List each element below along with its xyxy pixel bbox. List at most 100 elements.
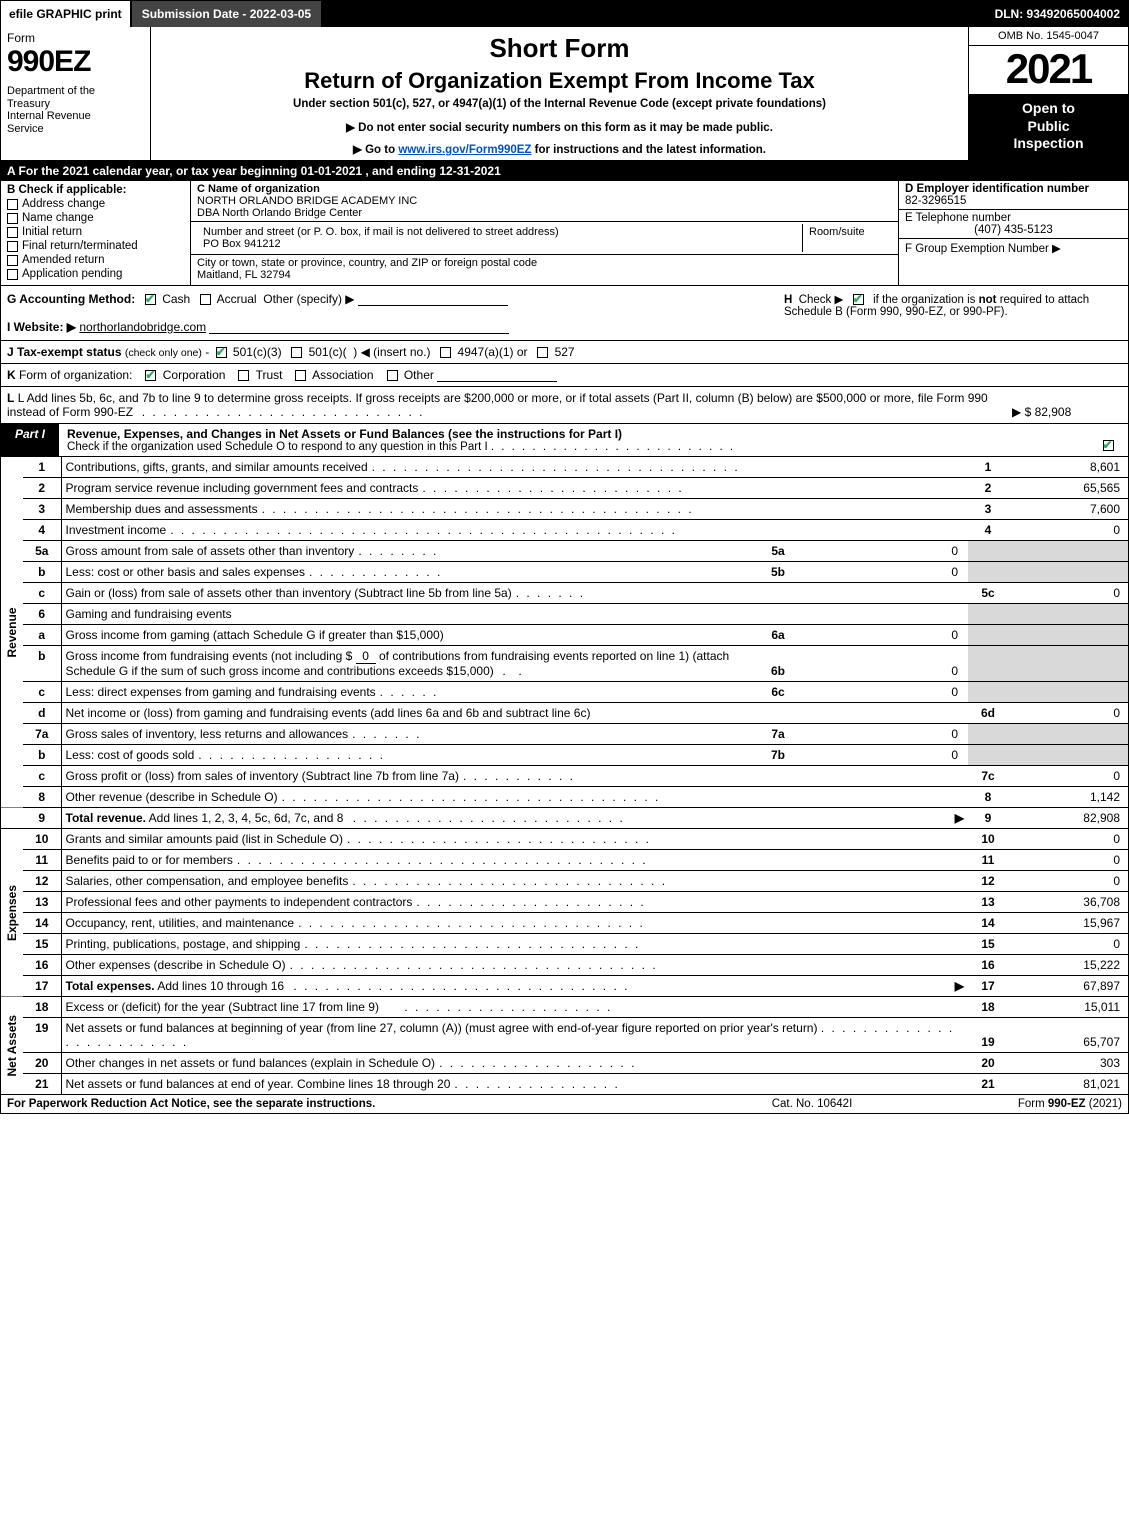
- checkbox-4947-icon[interactable]: [440, 347, 451, 358]
- line-17: 17 Total expenses. Add lines 10 through …: [1, 976, 1128, 997]
- sub-amount: 0: [798, 646, 968, 682]
- row-j: J Tax-exempt status (check only one) - 5…: [1, 341, 1128, 364]
- checkbox-cash-icon[interactable]: [145, 294, 156, 305]
- sub-ref: 6a: [758, 625, 798, 646]
- line-amount: 0: [1008, 850, 1128, 871]
- section-f: F Group Exemption Number ▶: [899, 239, 1128, 257]
- line-desc: Gaming and fundraising events: [61, 604, 968, 625]
- grey-cell: [1008, 745, 1128, 766]
- line-21: 21 Net assets or fund balances at end of…: [1, 1074, 1128, 1095]
- footer-right: Form 990-EZ (2021): [922, 1098, 1122, 1110]
- line-6: 6 Gaming and fundraising events: [1, 604, 1128, 625]
- grey-cell: [968, 646, 1008, 682]
- line-num: 10: [23, 829, 61, 850]
- checkbox-other-icon[interactable]: [387, 370, 398, 381]
- line-desc: Gross profit or (loss) from sales of inv…: [61, 766, 968, 787]
- checkbox-527-icon[interactable]: [537, 347, 548, 358]
- line-desc: Total expenses. Add lines 10 through 16 …: [61, 976, 968, 997]
- row-k: K Form of organization: Corporation Trus…: [1, 364, 1128, 387]
- line-desc: Program service revenue including govern…: [61, 478, 968, 499]
- checkbox-corp-icon[interactable]: [145, 370, 156, 381]
- line-ref: 14: [968, 913, 1008, 934]
- checkbox-schedule-o-icon[interactable]: [1103, 440, 1114, 451]
- desc-text: Professional fees and other payments to …: [66, 895, 417, 909]
- checkbox-icon[interactable]: [7, 255, 18, 266]
- desc-text: Net assets or fund balances at end of ye…: [66, 1077, 455, 1091]
- ssn-warning: ▶ Do not enter social security numbers o…: [159, 120, 960, 134]
- line-num: 4: [23, 520, 61, 541]
- f-label: F Group Exemption Number ▶: [905, 243, 1061, 255]
- checkbox-h-icon[interactable]: [853, 294, 864, 305]
- line-5b: b Less: cost or other basis and sales ex…: [1, 562, 1128, 583]
- checkbox-accrual-icon[interactable]: [200, 294, 211, 305]
- line-desc: Investment income. . . . . . . . . . . .…: [61, 520, 968, 541]
- line-desc: Occupancy, rent, utilities, and maintena…: [61, 913, 968, 934]
- chk-label: Name change: [22, 212, 94, 224]
- line-desc: Printing, publications, postage, and shi…: [61, 934, 968, 955]
- checkbox-icon[interactable]: [7, 213, 18, 224]
- chk-final-return: Final return/terminated: [7, 240, 184, 252]
- desc-text: Gross profit or (loss) from sales of inv…: [66, 769, 463, 783]
- desc-text: Less: cost of goods sold: [66, 748, 199, 762]
- checkbox-icon[interactable]: [7, 241, 18, 252]
- desc-text: Gross amount from sale of assets other t…: [66, 544, 359, 558]
- checkbox-icon[interactable]: [7, 199, 18, 210]
- line-amount: 8,601: [1008, 457, 1128, 478]
- line-num: 21: [23, 1074, 61, 1095]
- line-16: 16 Other expenses (describe in Schedule …: [1, 955, 1128, 976]
- website-link[interactable]: northorlandobridge.com: [79, 320, 206, 334]
- k-other-blank: [437, 368, 557, 382]
- line-10: Expenses 10 Grants and similar amounts p…: [1, 829, 1128, 850]
- checkbox-icon[interactable]: [7, 227, 18, 238]
- line-amount: 0: [1008, 520, 1128, 541]
- line-ref: 9: [968, 808, 1008, 829]
- tax-year: 2021: [969, 46, 1128, 94]
- line-amount: 0: [1008, 829, 1128, 850]
- checkbox-501c-icon[interactable]: [291, 347, 302, 358]
- line-ref: 1: [968, 457, 1008, 478]
- grey-cell: [968, 604, 1008, 625]
- other-blank: [358, 292, 508, 306]
- line-num: 17: [23, 976, 61, 997]
- desc-text: Other changes in net assets or fund bala…: [66, 1056, 440, 1070]
- line-desc: Less: cost of goods sold. . . . . . . . …: [61, 745, 758, 766]
- header-left: Form 990EZ Department of theTreasuryInte…: [1, 27, 151, 160]
- line-num: c: [23, 682, 61, 703]
- checkbox-trust-icon[interactable]: [238, 370, 249, 381]
- line-num: 5a: [23, 541, 61, 562]
- part-i-header: Part I Revenue, Expenses, and Changes in…: [1, 424, 1128, 457]
- phone-value: (407) 435-5123: [905, 224, 1122, 236]
- line-desc: Net income or (loss) from gaming and fun…: [61, 703, 968, 724]
- expenses-side-label: Expenses: [1, 829, 23, 997]
- line-num: 3: [23, 499, 61, 520]
- open-public-inspection: Open toPublicInspection: [969, 94, 1128, 160]
- line-6b: b Gross income from fundraising events (…: [1, 646, 1128, 682]
- department-label: Department of theTreasuryInternal Revenu…: [7, 85, 144, 136]
- footer-left: For Paperwork Reduction Act Notice, see …: [7, 1098, 702, 1110]
- grey-cell: [968, 724, 1008, 745]
- desc-text: Grants and similar amounts paid (list in…: [66, 832, 347, 846]
- line-num: c: [23, 583, 61, 604]
- line-num: b: [23, 562, 61, 583]
- line-amount: 303: [1008, 1053, 1128, 1074]
- desc-text: Gross sales of inventory, less returns a…: [66, 727, 353, 741]
- chk-initial-return: Initial return: [7, 226, 184, 238]
- desc-text: Investment income: [66, 523, 171, 537]
- sub-ref: 5a: [758, 541, 798, 562]
- checkbox-501c3-icon[interactable]: [216, 347, 227, 358]
- footer-right-pre: Form: [1018, 1098, 1048, 1110]
- footer-right-form: 990-EZ: [1048, 1098, 1086, 1110]
- line-ref: 11: [968, 850, 1008, 871]
- line-14: 14 Occupancy, rent, utilities, and maint…: [1, 913, 1128, 934]
- irs-link[interactable]: www.irs.gov/Form990EZ: [398, 144, 531, 156]
- footer-mid: Cat. No. 10642I: [702, 1098, 922, 1110]
- line-8: 8 Other revenue (describe in Schedule O)…: [1, 787, 1128, 808]
- street-label: Number and street (or P. O. box, if mail…: [203, 226, 559, 238]
- return-title: Return of Organization Exempt From Incom…: [159, 68, 960, 94]
- line-1: Revenue 1 Contributions, gifts, grants, …: [1, 457, 1128, 478]
- desc-text: Printing, publications, postage, and shi…: [66, 937, 305, 951]
- ein-value: 82-3296515: [905, 195, 966, 207]
- line-amount: 36,708: [1008, 892, 1128, 913]
- checkbox-assoc-icon[interactable]: [295, 370, 306, 381]
- checkbox-icon[interactable]: [7, 269, 18, 280]
